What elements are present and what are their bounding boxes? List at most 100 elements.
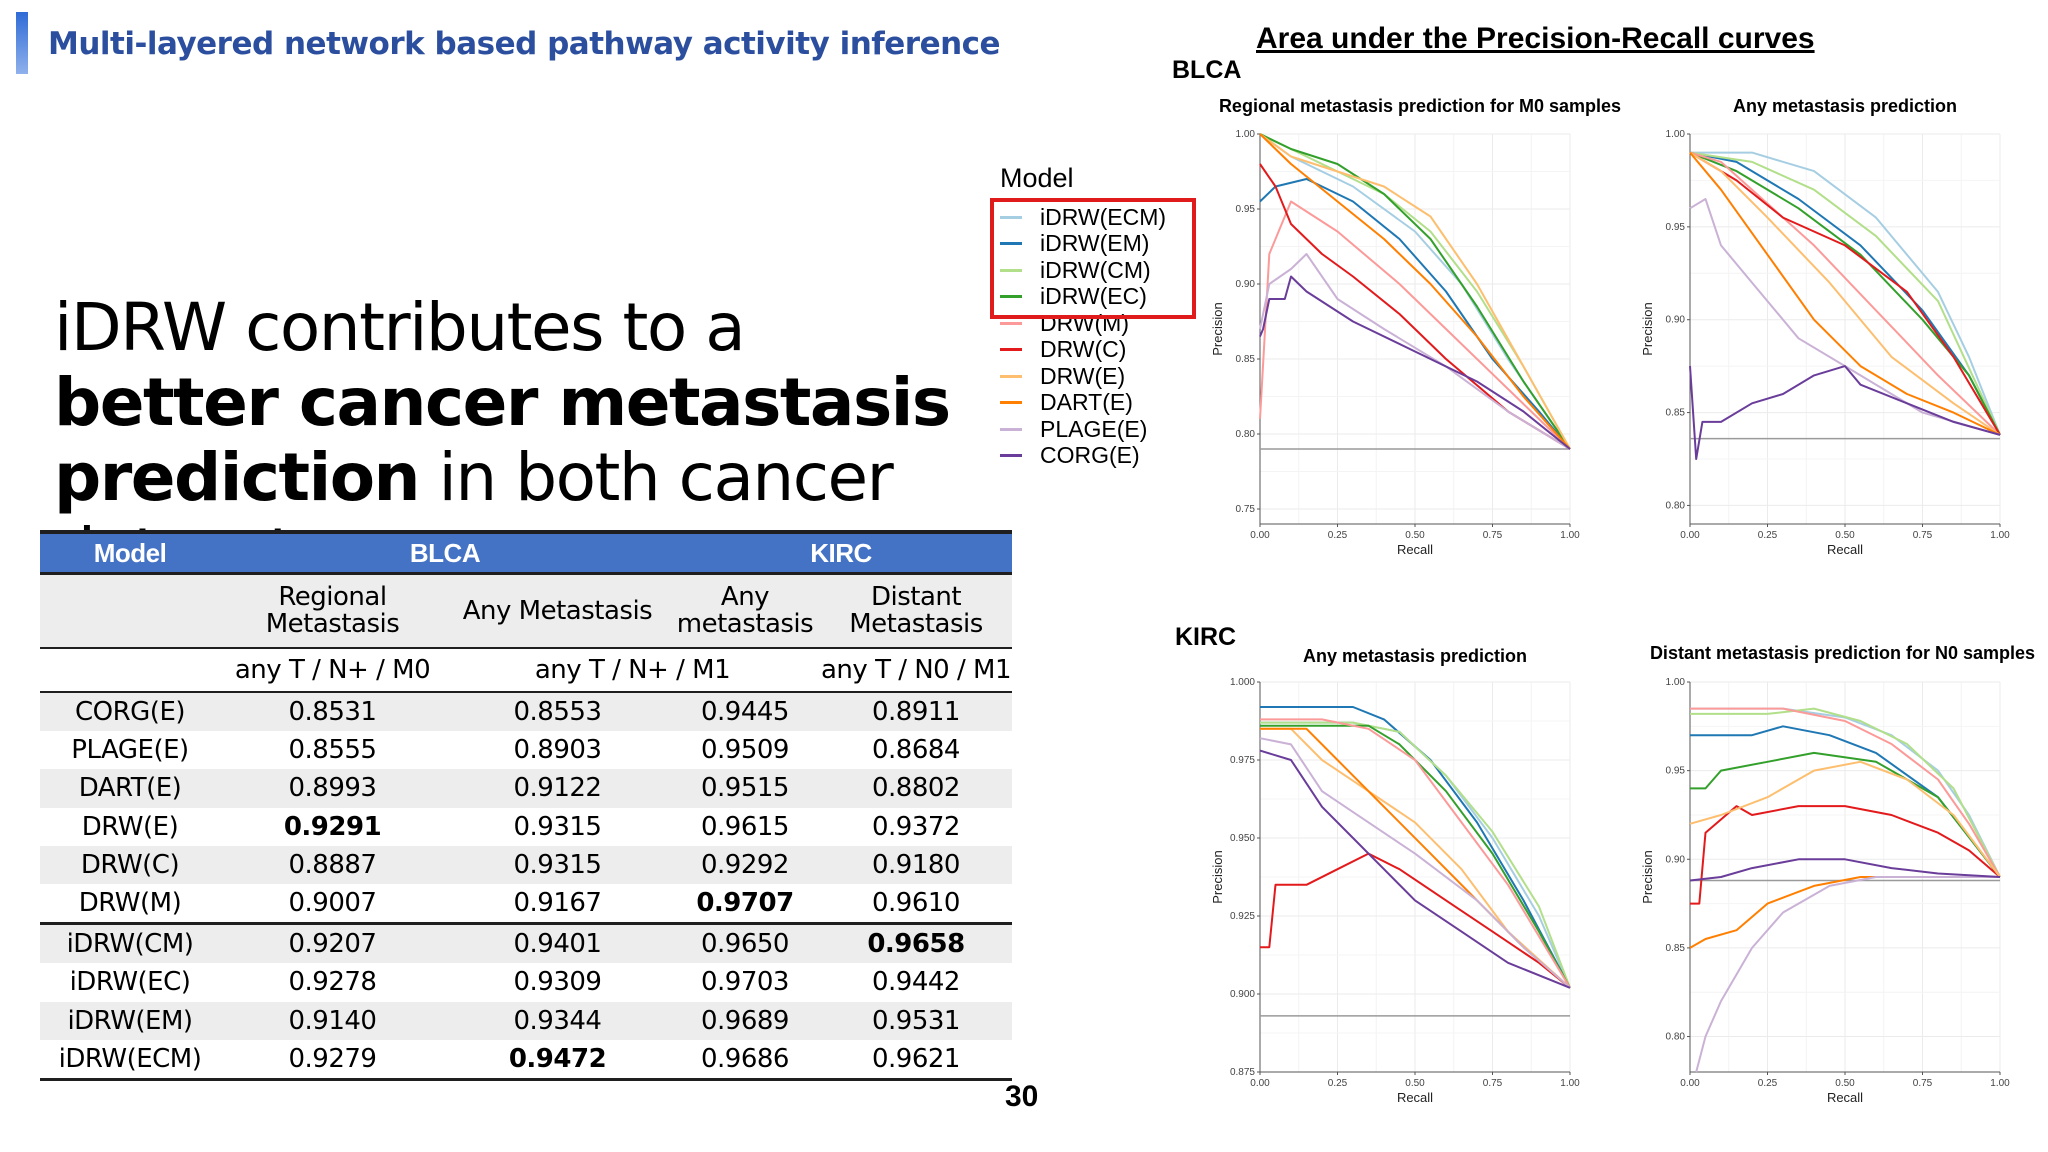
legend-items: iDRW(ECM) iDRW(EM) iDRW(CM) iDRW(EC) DRW(M) D… xyxy=(1000,204,1250,469)
x-tick-label: 0.25 xyxy=(1758,1078,1778,1089)
table-cell-value: 0.9445 xyxy=(670,692,820,732)
table-subheader-any-kirc: Any metastasis xyxy=(670,573,820,649)
x-tick-label: 0.50 xyxy=(1835,530,1855,541)
series-line xyxy=(1690,707,2001,878)
y-tick-label: 0.95 xyxy=(1236,204,1256,215)
table-cell-value: 0.8553 xyxy=(445,692,670,732)
table-cell-value: 0.9309 xyxy=(513,967,602,998)
legend-highlight-box xyxy=(990,198,1196,319)
x-tick-label: 1.00 xyxy=(1990,530,2010,541)
legend-swatch xyxy=(1000,454,1022,458)
table-cell-value: 0.9401 xyxy=(445,922,670,964)
legend-item: DART(E) xyxy=(1000,389,1250,417)
table-cell-value: 0.9707 xyxy=(696,888,794,919)
table-cell-model: iDRW(CM) xyxy=(40,922,220,964)
legend-item: iDRW(EM) xyxy=(1000,230,1250,258)
x-tick-label: 0.25 xyxy=(1328,1078,1348,1089)
table-cell-value: 0.9658 xyxy=(820,922,1012,964)
series-line xyxy=(1259,253,1571,450)
series-line xyxy=(1259,275,1571,450)
table-cell-model: DRW(C) xyxy=(40,845,220,884)
x-tick-label: 0.50 xyxy=(1405,530,1425,541)
table-subheader-empty xyxy=(40,573,220,649)
legend-swatch xyxy=(1000,348,1022,352)
x-tick-label: 0.75 xyxy=(1913,530,1933,541)
y-tick-label: 1.000 xyxy=(1230,677,1255,688)
table-cell-value: 0.9689 xyxy=(670,1001,820,1040)
table-cell-value: 0.9167 xyxy=(513,888,602,919)
x-axis-label: Recall xyxy=(1397,542,1433,557)
series-line xyxy=(1260,724,1571,989)
table-cell-value: 0.9315 xyxy=(513,811,602,842)
table-row: iDRW(EM) 0.9140 0.9344 0.9689 0.9531 xyxy=(40,1001,1012,1040)
table-cell-value: 0.8903 xyxy=(513,735,602,766)
legend-label: CORG(E) xyxy=(1040,442,1140,469)
legend-item: DRW(C) xyxy=(1000,336,1250,364)
headline-bold: better cancer metastasis prediction xyxy=(54,364,951,516)
metrics-table: Model BLCA KIRC Regional Metastasis Any … xyxy=(40,530,1012,1081)
x-tick-label: 1.00 xyxy=(1560,1078,1580,1089)
x-tick-label: 0.25 xyxy=(1328,530,1348,541)
table-row: DRW(M) 0.9007 0.9167 0.9707 0.9610 xyxy=(40,884,1012,924)
table-header-blca: BLCA xyxy=(220,530,670,575)
table-header-model: Model xyxy=(40,530,220,575)
y-tick-label: 0.925 xyxy=(1230,911,1255,922)
y-tick-label: 0.90 xyxy=(1236,279,1256,290)
y-tick-label: 0.80 xyxy=(1666,1032,1686,1043)
legend-label: iDRW(CM) xyxy=(1040,256,1151,283)
table-cell-value: 0.9531 xyxy=(820,1001,1012,1040)
legend-label: iDRW(EC) xyxy=(1040,283,1147,310)
legend-item: iDRW(EC) xyxy=(1000,283,1250,311)
legend-swatch xyxy=(1000,268,1022,272)
y-tick-label: 0.900 xyxy=(1230,989,1255,1000)
table-cell-model: DRW(E) xyxy=(81,811,179,842)
y-axis-label: Precision xyxy=(1210,850,1225,903)
x-tick-label: 0.00 xyxy=(1680,530,1700,541)
y-tick-label: 0.875 xyxy=(1230,1067,1255,1078)
x-axis-label: Recall xyxy=(1827,542,1863,557)
series-line xyxy=(1259,163,1571,450)
table-cell-model: iDRW(EM) xyxy=(40,1001,220,1040)
x-tick-label: 0.75 xyxy=(1913,1078,1933,1089)
chart-legend: Model iDRW(ECM) iDRW(EM) iDRW(CM) iDRW(EC) D… xyxy=(1000,163,1250,469)
legend-label: DRW(E) xyxy=(1040,362,1126,389)
table-cell-value: 0.9180 xyxy=(820,845,1012,884)
table-row: DART(E) 0.8993 0.9122 0.9515 0.8802 xyxy=(40,769,1012,808)
table-cell-value: 0.8993 xyxy=(220,769,445,808)
table-subheader-distant: Distant Metastasis xyxy=(820,573,1012,649)
y-tick-label: 0.80 xyxy=(1236,429,1256,440)
series-line xyxy=(1689,365,2001,460)
table-cell-model: iDRW(EC) xyxy=(69,967,191,998)
series-line xyxy=(1259,133,1571,450)
series-line xyxy=(1695,876,2000,1073)
y-tick-label: 1.00 xyxy=(1236,129,1256,140)
series-line xyxy=(1690,751,2001,878)
table-cell-value: 0.9279 xyxy=(220,1039,445,1081)
table-row: CORG(E) 0.8531 0.8553 0.9445 0.8911 xyxy=(40,692,1012,732)
table-cell-value: 0.9515 xyxy=(670,769,820,808)
table-criteria-1: any T / N+ / M0 xyxy=(220,648,445,693)
legend-item: CORG(E) xyxy=(1000,442,1250,470)
table-cell-value: 0.8684 xyxy=(872,735,960,766)
table-cell-value: 0.9509 xyxy=(701,735,789,766)
series-line xyxy=(1689,151,2001,436)
series-line xyxy=(1690,805,2001,905)
x-axis-label: Recall xyxy=(1397,1090,1433,1105)
table-cell-value: 0.9615 xyxy=(701,811,789,842)
table-cell-value: 0.9278 xyxy=(288,967,377,998)
table-cell-model: iDRW(ECM) xyxy=(40,1039,220,1081)
table-subheader-regional: Regional Metastasis xyxy=(220,573,445,649)
series-line xyxy=(1689,151,2001,436)
table-cell-value: 0.9207 xyxy=(220,922,445,964)
table-cell-value: 0.9122 xyxy=(445,769,670,808)
series-line xyxy=(1689,151,2001,436)
y-tick-label: 0.950 xyxy=(1230,833,1255,844)
table-row: iDRW(EC) 0.9278 0.9309 0.9703 0.9442 xyxy=(40,963,1012,1001)
table-cell-value: 0.9621 xyxy=(820,1039,1012,1081)
table-cell-model: CORG(E) xyxy=(40,692,220,732)
chart-title-2: Any metastasis prediction xyxy=(1732,96,1958,116)
series-line xyxy=(1260,718,1571,989)
table-cell-model: DART(E) xyxy=(40,769,220,808)
series-line xyxy=(1259,200,1571,450)
x-tick-label: 0.50 xyxy=(1835,1078,1855,1089)
